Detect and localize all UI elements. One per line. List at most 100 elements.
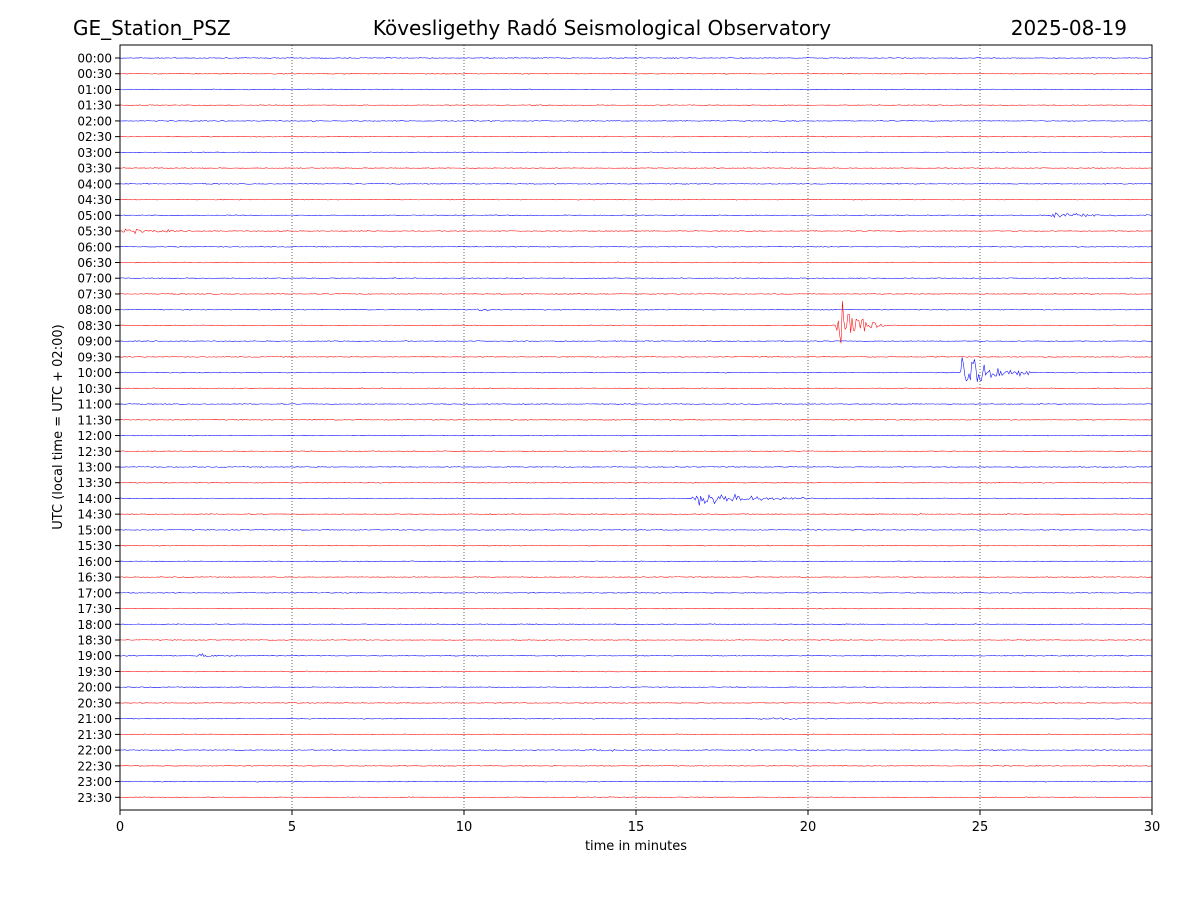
x-tick-label: 25 [972,820,989,835]
y-tick-label: 12:30 [77,445,112,459]
y-tick-label: 08:00 [77,303,112,317]
y-tick-label: 20:30 [77,696,112,710]
y-tick-label: 12:00 [77,429,112,443]
trace-1600 [119,560,1153,563]
trace-2000 [119,686,1153,689]
y-tick-label: 02:30 [77,130,112,144]
trace-0000 [119,57,1153,59]
trace-0900 [119,340,1153,343]
trace-1030 [119,387,1153,390]
grid-layer [291,45,981,810]
trace-0430 [119,198,1153,201]
trace-2230 [119,764,1153,767]
y-tick-label: 02:00 [77,114,112,128]
trace-2130 [119,733,1153,736]
trace-1000 [119,357,1153,382]
trace-1830 [119,639,1153,641]
trace-0330 [119,167,1153,169]
x-tick-label: 15 [628,820,645,835]
trace-1200 [119,434,1153,437]
y-tick-label: 19:00 [77,649,112,663]
y-tick-label: 04:00 [77,177,112,191]
trace-1800 [119,623,1153,626]
y-tick-label: 07:00 [77,272,112,286]
trace-0800 [119,308,1153,312]
y-tick-label: 16:00 [77,555,112,569]
trace-0300 [119,151,1153,154]
trace-1100 [119,403,1153,405]
y-tick-label: 13:30 [77,476,112,490]
trace-1330 [119,481,1153,484]
trace-1300 [119,466,1153,468]
y-tick-label: 21:00 [77,712,112,726]
y-tick-label: 03:30 [77,162,112,176]
trace-1730 [119,607,1153,610]
trace-0530 [119,228,1153,235]
trace-1130 [119,418,1153,421]
y-tick-label: 22:30 [77,759,112,773]
trace-2300 [119,780,1153,783]
trace-0600 [119,245,1153,248]
x-tick-label: 5 [288,820,296,835]
y-tick-label: 18:00 [77,618,112,632]
y-tick-label: 13:00 [77,460,112,474]
plot-frame [119,44,1153,811]
y-tick-label: 10:00 [77,366,112,380]
station-name: GE_Station_PSZ [73,16,231,40]
y-tick-label: 18:30 [77,634,112,648]
trace-2100 [119,717,1153,721]
y-tick-label: 19:30 [77,665,112,679]
y-tick-label: 23:00 [77,775,112,789]
y-tick-label: 15:00 [77,523,112,537]
y-tick-label: 22:00 [77,744,112,758]
trace-0830 [119,300,1153,344]
trace-1530 [119,544,1153,547]
trace-2330 [119,796,1153,799]
trace-0100 [119,88,1153,91]
y-tick-label: 01:30 [77,99,112,113]
chart-date: 2025-08-19 [1010,16,1127,40]
x-tick-label: 30 [1144,820,1161,835]
y-tick-label: 15:30 [77,539,112,553]
y-tick-label: 06:30 [77,256,112,270]
y-tick-label: 17:00 [77,586,112,600]
trace-0230 [119,135,1153,138]
trace-layer [119,57,1153,799]
y-tick-label: 23:30 [77,791,112,805]
x-tick-label: 0 [116,820,124,835]
trace-0030 [119,72,1153,75]
trace-0400 [119,183,1153,185]
y-tick-label: 03:00 [77,146,112,160]
trace-1430 [119,513,1153,516]
y-tick-label: 05:30 [77,225,112,239]
y-tick-label: 21:30 [77,728,112,742]
trace-0930 [119,356,1153,358]
trace-0130 [119,104,1153,107]
trace-1930 [119,670,1153,673]
trace-1900 [119,653,1153,658]
y-tick-label: 14:00 [77,492,112,506]
y-tick-label: 11:00 [77,398,112,412]
y-tick-label: 08:30 [77,319,112,333]
trace-2030 [119,702,1153,704]
y-tick-label: 09:30 [77,350,112,364]
y-tick-label: 10:30 [77,382,112,396]
trace-1630 [119,576,1153,578]
trace-1400 [119,493,1153,506]
trace-0630 [119,261,1153,264]
y-tick-label: 09:00 [77,335,112,349]
x-tick-label: 20 [800,820,817,835]
y-tick-label: 06:00 [77,240,112,254]
trace-2200 [119,748,1153,752]
y-tick-label: 20:00 [77,681,112,695]
y-tick-label: 00:30 [77,67,112,81]
trace-0500 [119,212,1153,219]
trace-1700 [119,591,1153,594]
trace-0730 [119,293,1153,295]
y-tick-label: 11:30 [77,413,112,427]
y-tick-label: 01:00 [77,83,112,97]
y-tick-label: 17:30 [77,602,112,616]
y-tick-label: 00:00 [77,52,112,66]
